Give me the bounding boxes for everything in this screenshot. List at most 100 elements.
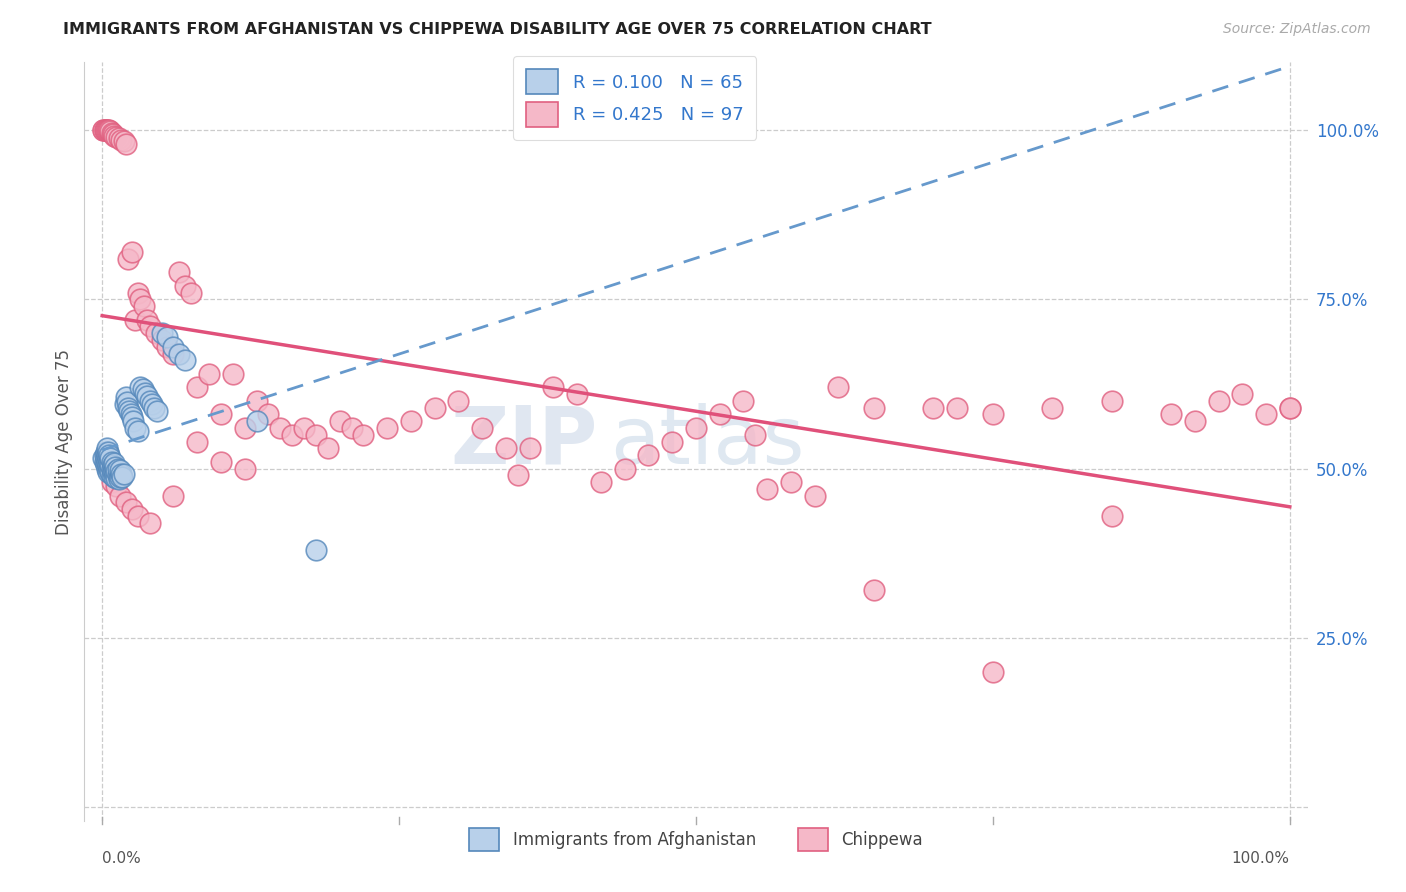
Point	[180, 285, 202, 300]
Point	[96, 123, 118, 137]
Point	[97, 444, 120, 458]
Point	[922, 401, 945, 415]
Point	[93, 448, 115, 462]
Point	[506, 468, 529, 483]
Point	[101, 458, 124, 473]
Point	[186, 434, 208, 449]
Point	[98, 123, 121, 137]
Point	[245, 414, 267, 428]
Point	[94, 451, 117, 466]
Point	[110, 133, 132, 147]
Point	[156, 340, 179, 354]
Point	[127, 285, 149, 300]
Point	[115, 395, 138, 409]
Point	[93, 123, 115, 137]
Point	[100, 124, 122, 138]
Point	[96, 461, 118, 475]
Point	[103, 468, 125, 483]
Point	[107, 468, 129, 483]
Point	[613, 461, 636, 475]
Point	[780, 475, 803, 490]
Point	[98, 455, 121, 469]
Point	[100, 458, 122, 473]
Point	[143, 401, 166, 415]
Point	[134, 385, 156, 400]
Point	[233, 461, 256, 475]
Point	[132, 299, 155, 313]
Point	[138, 393, 160, 408]
Point	[863, 401, 886, 415]
Point	[145, 326, 167, 341]
Point	[209, 455, 232, 469]
Point	[1101, 393, 1123, 408]
Point	[305, 542, 328, 557]
Point	[136, 312, 159, 326]
Point	[127, 508, 149, 523]
Point	[1278, 401, 1301, 415]
Point	[97, 451, 120, 466]
Point	[103, 128, 125, 143]
Text: 100.0%: 100.0%	[1232, 851, 1289, 866]
Point	[114, 397, 136, 411]
Point	[124, 312, 146, 326]
Point	[136, 389, 159, 403]
Point	[93, 451, 115, 466]
Point	[93, 123, 115, 137]
Point	[981, 408, 1004, 422]
Point	[104, 467, 127, 481]
Point	[316, 442, 339, 456]
Point	[105, 471, 128, 485]
Point	[122, 414, 145, 428]
Point	[103, 469, 125, 483]
Point	[1101, 508, 1123, 523]
Point	[162, 489, 184, 503]
Point	[103, 456, 125, 470]
Point	[863, 583, 886, 598]
Point	[108, 469, 131, 483]
Point	[198, 367, 221, 381]
Point	[981, 665, 1004, 679]
Point	[156, 329, 179, 343]
Point	[162, 340, 184, 354]
Point	[97, 465, 120, 479]
Point	[101, 465, 124, 479]
Point	[150, 326, 173, 341]
Point	[108, 463, 131, 477]
Point	[105, 129, 128, 144]
Point	[121, 502, 143, 516]
Point	[100, 465, 122, 479]
Point	[110, 467, 132, 481]
Point	[118, 404, 141, 418]
Point	[138, 516, 160, 530]
Point	[150, 333, 173, 347]
Y-axis label: Disability Age Over 75: Disability Age Over 75	[55, 349, 73, 534]
Point	[93, 123, 115, 137]
Point	[129, 380, 152, 394]
Point	[107, 131, 129, 145]
Point	[94, 123, 117, 137]
Point	[121, 244, 143, 259]
Point	[1184, 414, 1206, 428]
Point	[93, 123, 115, 137]
Point	[1278, 401, 1301, 415]
Point	[471, 421, 494, 435]
Point	[756, 482, 779, 496]
Point	[96, 442, 118, 456]
Point	[94, 444, 117, 458]
Point	[209, 408, 232, 422]
Point	[93, 455, 115, 469]
Point	[162, 346, 184, 360]
Point	[803, 489, 825, 503]
Point	[375, 421, 398, 435]
Point	[709, 408, 731, 422]
Point	[100, 475, 122, 490]
Point	[117, 252, 139, 266]
Point	[100, 455, 122, 469]
Point	[340, 421, 363, 435]
Point	[399, 414, 422, 428]
Point	[169, 265, 191, 279]
Point	[174, 353, 197, 368]
Point	[138, 319, 160, 334]
Point	[131, 382, 153, 396]
Point	[105, 478, 128, 492]
